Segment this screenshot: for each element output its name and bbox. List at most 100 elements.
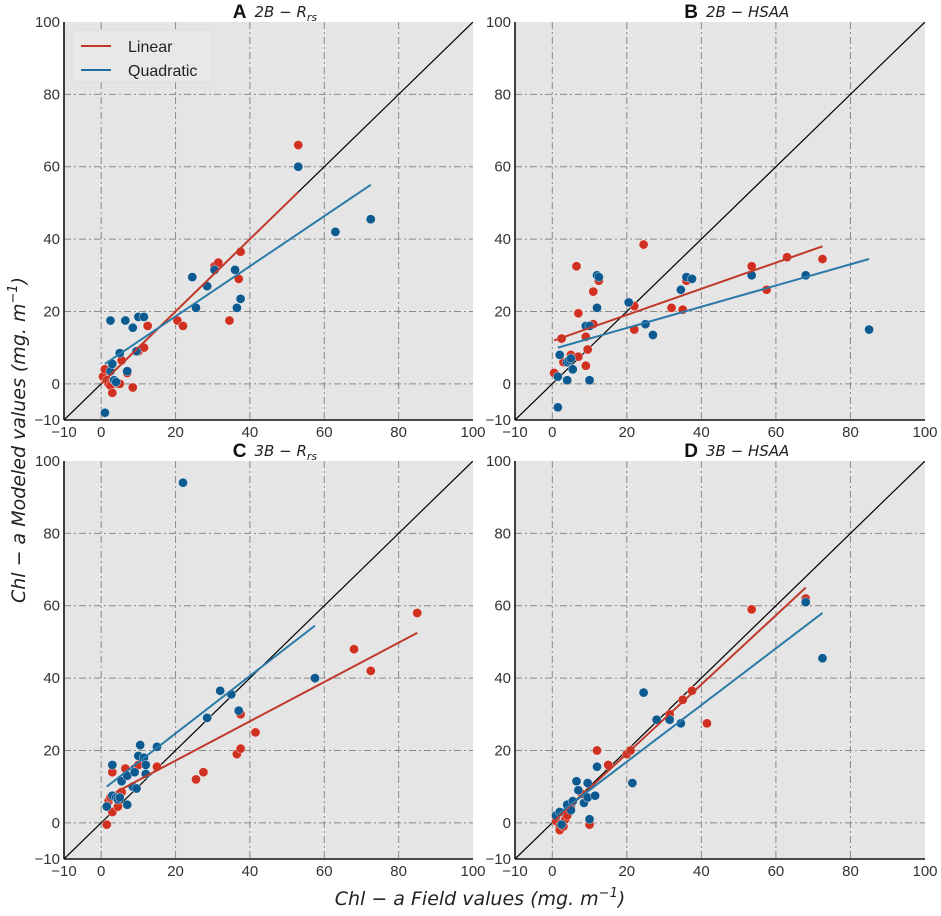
linear-point xyxy=(349,644,359,655)
quadratic-point xyxy=(107,760,118,770)
x-tick-label: 20 xyxy=(618,863,635,880)
x-tick-label: −10 xyxy=(502,424,527,441)
y-tick-label: 40 xyxy=(43,670,60,687)
y-tick-label: −10 xyxy=(35,412,60,429)
quadratic-fit-line xyxy=(557,258,870,349)
quadratic-point xyxy=(651,714,662,725)
quadratic-point xyxy=(584,814,595,825)
quadratic-fit-line xyxy=(555,612,824,817)
y-tick-label: 100 xyxy=(35,453,60,470)
y-tick-label: 20 xyxy=(494,742,511,759)
y-tick-label: 100 xyxy=(486,453,511,470)
linear-point xyxy=(573,308,584,319)
linear-point xyxy=(666,302,677,313)
quadratic-point xyxy=(101,801,112,812)
y-tick-label: 60 xyxy=(494,598,511,615)
quadratic-point xyxy=(623,297,634,308)
y-tick-label: 60 xyxy=(43,159,60,176)
x-tick-label: 0 xyxy=(548,863,556,880)
quadratic-point xyxy=(817,653,828,664)
quadratic-point xyxy=(105,315,116,326)
quadratic-point xyxy=(800,597,811,608)
panel-title: 2B − HSAA xyxy=(706,3,789,21)
quadratic-point xyxy=(562,375,573,386)
x-tick-label: 80 xyxy=(390,424,407,441)
linear-point xyxy=(101,819,112,830)
quadratic-point xyxy=(330,226,341,237)
linear-point xyxy=(224,315,235,326)
panel-title: 3B − Rrs xyxy=(255,442,318,463)
one-to-one-line xyxy=(515,22,925,420)
panel-title: 2B − Rrs xyxy=(255,3,318,24)
quadratic-point xyxy=(293,161,304,172)
linear-point xyxy=(746,604,757,615)
x-tick-label: 40 xyxy=(693,424,710,441)
x-tick-label: 40 xyxy=(242,863,259,880)
quadratic-point xyxy=(135,740,146,750)
y-tick-label: 20 xyxy=(43,303,60,320)
y-tick-label: 0 xyxy=(52,815,60,832)
linear-point xyxy=(588,286,599,297)
y-tick-label: 60 xyxy=(43,598,60,615)
quadratic-point xyxy=(131,783,142,794)
panel-A: −10 0 20 40 60 80 100 −10 0 20 40 60 80 100 A 2B − Rrs L… xyxy=(35,2,486,441)
quadratic-point xyxy=(590,790,601,801)
quadratic-point xyxy=(567,364,578,375)
x-tick-label: −10 xyxy=(51,863,76,880)
linear-point xyxy=(582,344,593,355)
y-tick-label: 20 xyxy=(494,303,511,320)
linear-point xyxy=(603,760,614,770)
x-tick-label: 100 xyxy=(460,424,485,441)
linear-point xyxy=(127,382,138,393)
quadratic-point xyxy=(129,767,140,778)
y-tick-label: 40 xyxy=(494,231,511,248)
x-tick-label: −10 xyxy=(502,863,527,880)
quadratic-fit-line xyxy=(104,183,372,365)
plot-content xyxy=(515,22,925,420)
linear-point xyxy=(250,727,261,738)
x-tick-label: 20 xyxy=(167,863,184,880)
panel-D: −10 0 20 40 60 80 100 −10 0 20 40 60 80 100 D 3B − HSAA xyxy=(486,441,938,880)
linear-point xyxy=(638,239,649,250)
panel-letter: B xyxy=(684,2,698,23)
x-tick-label: 20 xyxy=(167,424,184,441)
linear-point xyxy=(702,718,712,729)
quadratic-point xyxy=(230,264,240,275)
quadratic-point xyxy=(864,324,874,335)
linear-point xyxy=(178,321,188,331)
panel-letter: A xyxy=(233,2,247,23)
linear-point xyxy=(571,261,582,272)
x-tick-label: 60 xyxy=(768,863,785,880)
linear-point xyxy=(365,665,376,676)
x-tick-label: 100 xyxy=(460,863,485,880)
x-tick-label: 80 xyxy=(842,424,859,441)
x-tick-label: 40 xyxy=(242,424,259,441)
quadratic-point xyxy=(627,778,638,788)
y-tick-label: 40 xyxy=(43,231,60,248)
quadratic-point xyxy=(687,273,697,284)
y-tick-label: 80 xyxy=(494,525,511,542)
y-axis-label: Chl − a Modeled values (mg. m−1) xyxy=(6,277,30,603)
x-tick-label: 60 xyxy=(316,863,333,880)
one-to-one-line xyxy=(64,461,473,859)
quadratic-point xyxy=(235,293,246,304)
quadratic-point xyxy=(310,673,320,683)
y-tick-label: −10 xyxy=(486,412,511,429)
quadratic-point xyxy=(556,819,567,830)
x-tick-label: 0 xyxy=(97,863,105,880)
linear-fit-line xyxy=(115,631,418,793)
quadratic-point xyxy=(584,375,595,386)
linear-point xyxy=(198,767,209,778)
panel-B: −10 0 20 40 60 80 100 −10 0 20 40 60 80 100 B 2B − HSAA xyxy=(486,2,938,441)
quadratic-point xyxy=(122,799,133,810)
quadratic-fit-line xyxy=(106,624,316,788)
x-axis-label: Chl − a Field values (mg. m−1) xyxy=(335,886,626,910)
linear-point xyxy=(412,608,423,618)
linear-point xyxy=(580,360,591,371)
quadratic-point xyxy=(140,760,151,770)
linear-point xyxy=(687,685,697,696)
quadratic-point xyxy=(122,366,133,377)
quadratic-point xyxy=(554,349,565,360)
quadratic-point xyxy=(552,371,563,382)
panel-letter: C xyxy=(233,441,247,462)
